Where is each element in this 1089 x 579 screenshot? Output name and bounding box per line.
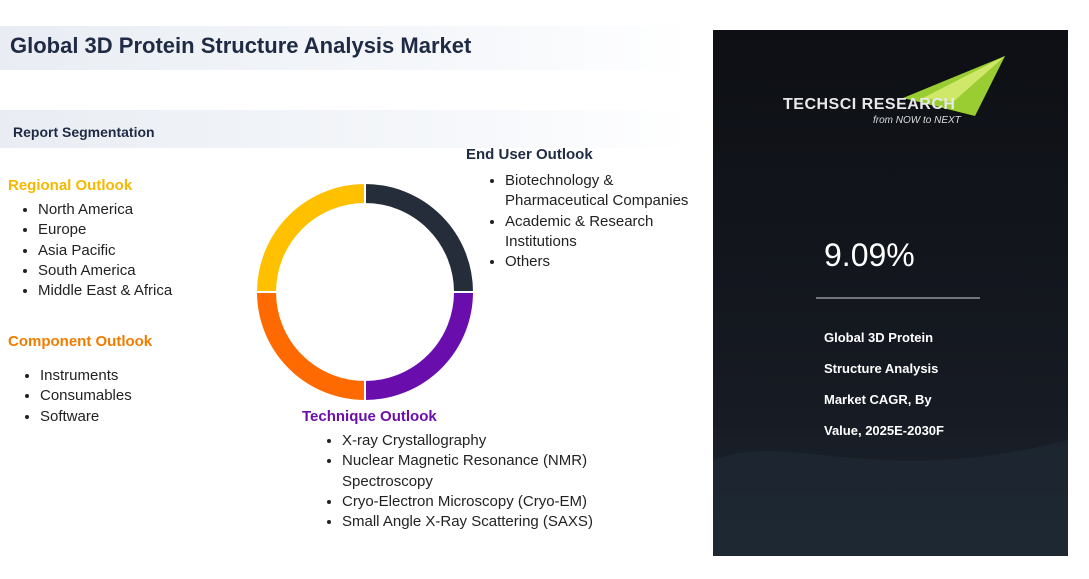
list-item: Consumables	[40, 386, 132, 406]
list: X-ray Crystallography Nuclear Magnetic R…	[314, 431, 604, 532]
title: Global 3D Protein Structure Analysis Mar…	[10, 33, 472, 58]
section-title: Component Outlook	[8, 333, 153, 350]
description: Global 3D Protein Structure Analysis Mar…	[824, 322, 944, 446]
title-bar	[0, 26, 690, 70]
panel-art	[713, 56, 1068, 556]
donut-segment	[364, 181, 476, 293]
donut	[254, 181, 476, 403]
segmentation-bar	[0, 110, 690, 148]
list: Instruments Consumables Software	[12, 366, 132, 427]
list-item: Europe	[38, 220, 172, 240]
logo-text: TECHSCI RESEARCH	[783, 96, 956, 113]
tagline: from NOW to NEXT	[873, 115, 961, 126]
list-item: North America	[38, 200, 172, 220]
list-item: Asia Pacific	[38, 241, 172, 261]
description-line: Global 3D Protein	[824, 330, 934, 345]
list-item: Academic & Research Institutions	[505, 212, 705, 253]
description-line: Structure Analysis	[824, 361, 939, 376]
list-item: Cryo-Electron Microscopy (Cryo-EM)	[342, 492, 604, 512]
list-item: Middle East & Africa	[38, 281, 172, 301]
summary-panel: TECHSCI RESEARCH from NOW to NEXT 9.09% …	[713, 30, 1068, 556]
section-title: Regional Outlook	[8, 177, 133, 194]
list-item: X-ray Crystallography	[342, 431, 604, 451]
list-item: Small Angle X-Ray Scattering (SAXS)	[342, 512, 604, 532]
list-item: Nuclear Magnetic Resonance (NMR) Spectro…	[342, 451, 604, 492]
list: North America Europe Asia Pacific South …	[12, 200, 172, 301]
donut-segment	[364, 291, 476, 403]
list: Biotechnology & Pharmaceutical Companies…	[478, 171, 705, 272]
section-title: Technique Outlook	[302, 408, 437, 425]
description-line: Value, 2025E-2030F	[824, 423, 944, 438]
list-item: Software	[40, 407, 132, 427]
logo-mark	[923, 56, 1005, 102]
cagr-value: 9.09%	[824, 237, 915, 273]
donut-segment	[254, 291, 366, 403]
section-title: End User Outlook	[466, 146, 593, 163]
description-line: Market CAGR, By	[824, 392, 932, 407]
list-item: Others	[505, 252, 705, 272]
segmentation-title: Report Segmentation	[13, 124, 155, 140]
list-item: Biotechnology & Pharmaceutical Companies	[505, 171, 705, 212]
list-item: Instruments	[40, 366, 132, 386]
donut-segment	[254, 181, 366, 293]
list-item: South America	[38, 261, 172, 281]
wave	[713, 440, 1068, 556]
